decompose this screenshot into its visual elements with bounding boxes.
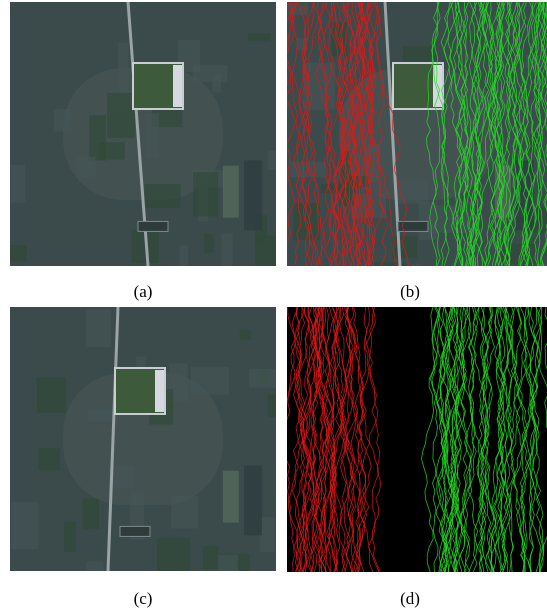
caption: (b) <box>400 282 420 301</box>
building-small <box>138 221 168 231</box>
panel-c-image <box>10 307 296 607</box>
field-patch <box>83 499 99 530</box>
field-patch <box>10 245 27 261</box>
field-patch <box>397 180 428 204</box>
building <box>173 65 182 107</box>
field <box>223 166 239 218</box>
field-patch <box>10 165 25 203</box>
field <box>244 160 262 230</box>
field-patch <box>255 236 290 279</box>
field-patch <box>193 172 218 216</box>
field <box>244 465 262 535</box>
caption: (a) <box>134 282 153 301</box>
field-patch <box>86 561 103 607</box>
field-patch <box>77 157 96 178</box>
field-patch <box>204 234 214 253</box>
trace-line <box>277 2 288 274</box>
field-patch <box>240 330 251 340</box>
field-patch <box>193 65 227 82</box>
field-patch <box>98 142 124 159</box>
field-patch <box>260 517 287 552</box>
field-patch <box>249 369 282 388</box>
field-patch <box>11 502 38 549</box>
caption: (c) <box>134 589 153 608</box>
field-patch <box>145 113 159 157</box>
field-patch <box>39 448 60 470</box>
field-patch <box>107 93 135 138</box>
page: (a) (b) (c) (d) (() => { const data = JS… <box>0 0 547 613</box>
field-patch <box>37 377 66 412</box>
field-patch <box>511 264 547 303</box>
field-patch <box>64 522 75 553</box>
field <box>223 471 239 523</box>
field-patch <box>221 234 232 275</box>
panel-b-image <box>263 2 547 303</box>
field-patch <box>392 236 417 258</box>
field-patch <box>191 367 229 394</box>
field-patch <box>144 184 180 208</box>
building <box>155 370 164 412</box>
field-patch <box>203 546 219 569</box>
building-small <box>120 526 150 536</box>
caption: (d) <box>400 589 420 608</box>
field-patch <box>171 496 198 528</box>
field-patch <box>54 109 71 132</box>
figure: (a) (b) (c) (d) <box>0 0 547 613</box>
field-patch <box>86 309 111 347</box>
field-patch <box>267 395 288 417</box>
field-patch <box>248 33 271 41</box>
field-patch <box>89 409 112 421</box>
field-patch <box>157 538 190 586</box>
panel-a-image <box>10 2 296 289</box>
field-patch <box>217 555 238 577</box>
field-patch <box>179 245 188 289</box>
panel-d-image <box>268 307 547 579</box>
field-patch <box>118 43 128 91</box>
